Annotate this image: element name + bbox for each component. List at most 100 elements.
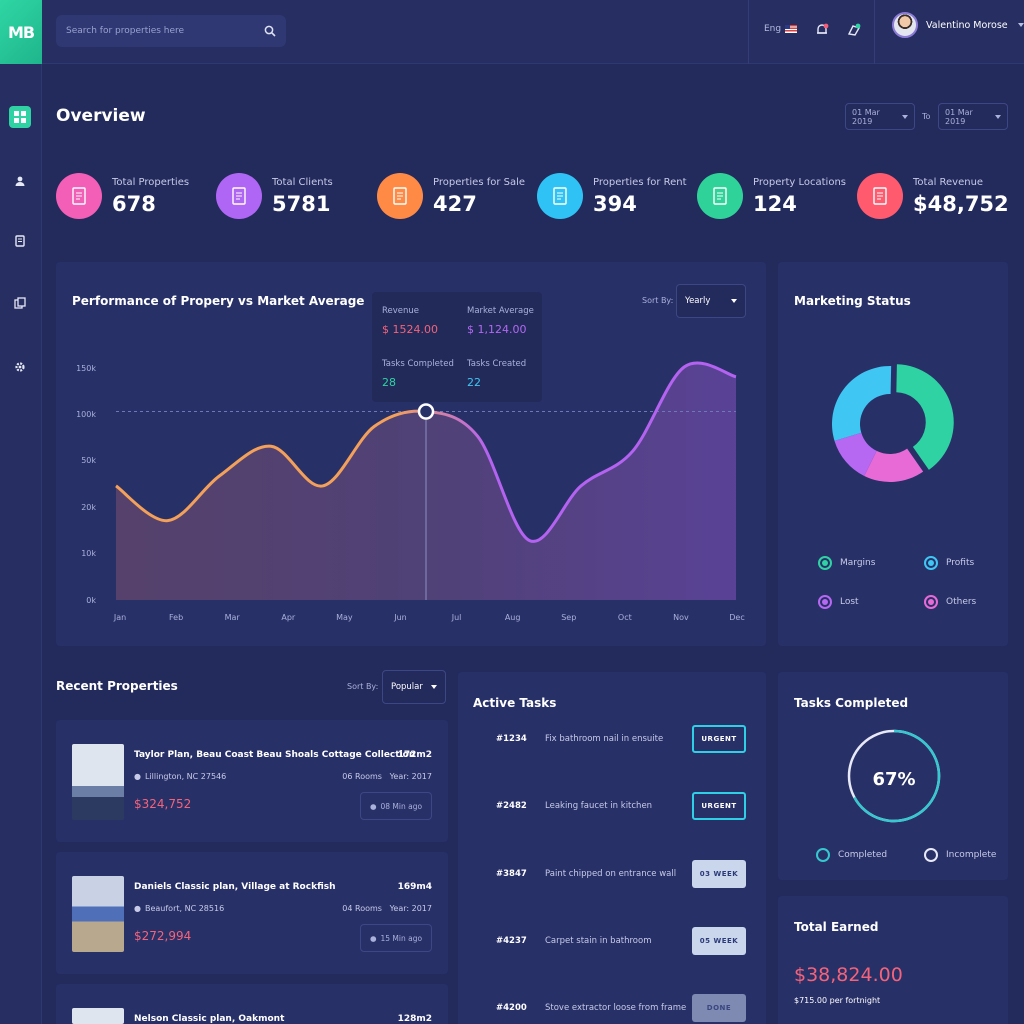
notification-bell-icon[interactable] [814, 22, 830, 38]
chevron-down-icon[interactable] [1017, 23, 1024, 27]
chart-tooltip: Revenue $ 1524.00 Market Average $ 1,124… [372, 292, 542, 402]
x-tick-label: Feb [169, 613, 183, 622]
legend-completed: Completed [816, 848, 887, 862]
highlight-point[interactable] [417, 403, 435, 420]
chevron-down-icon [995, 114, 1001, 119]
property-rooms: 04 Rooms [342, 904, 382, 913]
donut-slice-others[interactable] [864, 448, 924, 482]
stat-label: Property Locations [753, 176, 846, 188]
topbar-divider [874, 0, 875, 64]
data-point[interactable] [215, 472, 223, 480]
property-card[interactable]: Nelson Classic plan, Oakmont 128m2 [56, 984, 448, 1024]
sort-select[interactable]: Yearly [676, 284, 746, 318]
donut-slice-profits[interactable] [832, 366, 892, 441]
stat-value: 124 [753, 191, 797, 216]
tooltip-tasks-created-value: 22 [467, 376, 481, 389]
recent-properties-title: Recent Properties [56, 679, 178, 693]
data-point[interactable] [112, 482, 120, 490]
brand-logo[interactable]: MB [0, 0, 42, 64]
donut-slice-lost[interactable] [834, 432, 877, 476]
search-input[interactable] [66, 26, 256, 36]
legend-dot [822, 560, 828, 566]
task-badge[interactable]: 05 WEEK [692, 927, 746, 955]
data-point[interactable] [474, 432, 482, 440]
language-label: Eng [764, 24, 782, 34]
y-tick-label: 50k [81, 456, 96, 465]
legend-label: Incomplete [946, 850, 997, 860]
task-id: #4237 [496, 936, 527, 946]
property-card[interactable]: Taylor Plan, Beau Coast Beau Shoals Cott… [56, 720, 448, 842]
data-point[interactable] [680, 363, 688, 371]
legend-label: Profits [946, 558, 975, 568]
stat-label: Total Properties [112, 176, 190, 188]
date-from-select[interactable]: 01 Mar 2019 [845, 103, 915, 130]
property-name: Daniels Classic plan, Village at Rockfis… [134, 882, 336, 892]
stat-label: Properties for Rent [593, 176, 687, 188]
y-tick-label: 100k [76, 410, 96, 419]
property-card[interactable]: Daniels Classic plan, Village at Rockfis… [56, 852, 448, 974]
property-name: Nelson Classic plan, Oakmont [134, 1014, 285, 1024]
task-description: Fix bathroom nail in ensuite [545, 734, 664, 744]
task-id: #4200 [496, 1003, 527, 1013]
top-bar: MB Eng Valentino Morose [0, 0, 1024, 64]
marketing-status-card: Marketing Status Margins Profits Lost Ot… [778, 262, 1008, 646]
page-title: Overview [56, 106, 146, 126]
sidebar-item-dashboard[interactable] [9, 106, 31, 128]
task-badge[interactable]: DONE [692, 994, 746, 1022]
user-menu[interactable]: Valentino Morose [892, 12, 1024, 38]
task-badge[interactable]: URGENT [692, 725, 746, 753]
legend-dot [928, 560, 934, 566]
data-point[interactable] [525, 536, 533, 544]
total-earned-card: Total Earned $38,824.00 $715.00 per fort… [778, 896, 1008, 1024]
tasks-percent: 67% [872, 769, 916, 790]
recent-sort-select[interactable]: Popular [382, 670, 446, 704]
legend-ring [818, 595, 832, 609]
property-location-text: Lillington, NC 27546 [144, 772, 227, 781]
stat-value: 678 [112, 191, 156, 216]
task-badge[interactable]: 03 WEEK [692, 860, 746, 888]
sidebar-item-documents[interactable] [9, 230, 31, 252]
data-point[interactable] [577, 482, 585, 490]
property-time: 15 Min ago [380, 933, 423, 943]
stat-label: Properties for Sale [433, 176, 526, 188]
task-id: #3847 [496, 869, 527, 879]
us-flag-icon [785, 25, 798, 33]
legend-ring [818, 556, 832, 570]
message-icon[interactable] [846, 22, 862, 38]
sidebar-item-users[interactable] [9, 170, 31, 192]
tasks-completed-title: Tasks Completed [794, 696, 909, 710]
dashboard-icon [14, 111, 26, 123]
stat-total-clients: Total Clients 5781 [216, 162, 333, 230]
data-point[interactable] [370, 422, 378, 430]
avatar[interactable] [892, 12, 918, 38]
task-description: Stove extractor loose from frame [545, 1003, 687, 1013]
search-icon[interactable] [264, 25, 276, 37]
legend-label: Completed [838, 850, 888, 860]
x-tick-label: Jul [451, 613, 462, 622]
data-point[interactable] [319, 482, 327, 490]
tooltip-tasks-created-label: Tasks Created [467, 359, 527, 369]
task-badge[interactable]: URGENT [692, 792, 746, 820]
search-bar[interactable] [56, 15, 286, 47]
data-point[interactable] [629, 447, 637, 455]
language-selector[interactable]: Eng [764, 24, 798, 34]
data-point[interactable] [267, 442, 275, 450]
marketing-donut-chart [832, 364, 954, 482]
location-pin-icon: ● [134, 904, 141, 913]
property-photo [72, 744, 124, 820]
x-tick-label: Nov [673, 613, 689, 622]
data-point[interactable] [164, 517, 172, 525]
property-price: $272,994 [134, 929, 192, 943]
date-to-select[interactable]: 01 Mar 2019 [938, 103, 1008, 130]
x-tick-label: Jan [113, 613, 126, 622]
data-point[interactable] [732, 373, 740, 381]
sidebar-item-files[interactable] [9, 292, 31, 314]
donut-slice-margins[interactable] [896, 364, 954, 470]
stat-label: Total Revenue [913, 176, 984, 188]
document-icon [553, 187, 567, 205]
sidebar-item-settings[interactable] [9, 356, 31, 378]
property-location-text: Beaufort, NC 28516 [144, 904, 225, 913]
sort-value: Yearly [685, 296, 711, 306]
performance-chart: 0k 10k 20k 50k 100k 150k Jan Feb Mar Apr May Jun Ju… [76, 361, 745, 622]
x-tick-label: Dec [729, 613, 744, 622]
